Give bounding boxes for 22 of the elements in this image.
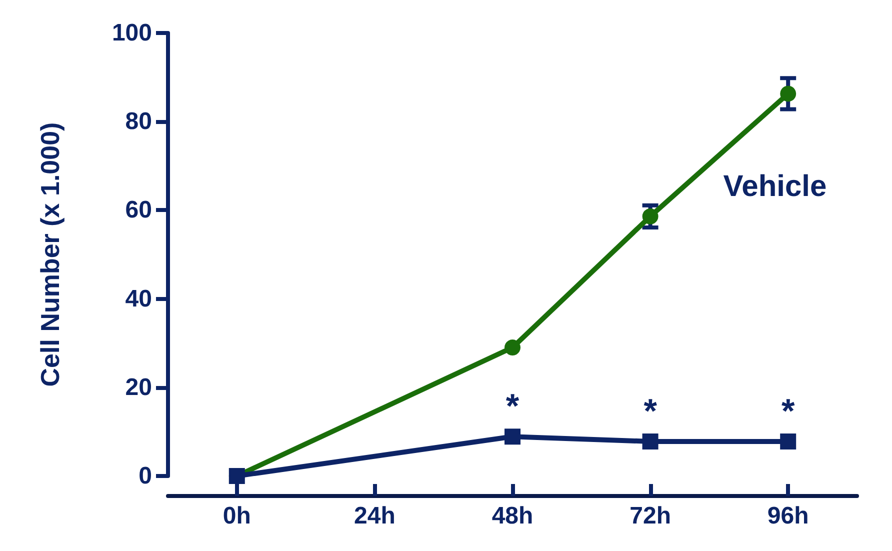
- point: [642, 433, 658, 450]
- x-tick-label: 24h: [354, 502, 396, 530]
- annotation: *: [781, 392, 796, 430]
- series-label: Vehicle: [723, 170, 827, 203]
- y-tick-label: 80: [125, 108, 152, 136]
- annotation: *: [644, 392, 658, 430]
- x-tick-label: 96h: [767, 502, 809, 530]
- y-tick-label: 60: [125, 196, 152, 224]
- point: [504, 428, 520, 445]
- x-tick-label: 72h: [630, 502, 671, 530]
- y-tick-label: 100: [112, 20, 152, 46]
- y-tick-label: 20: [125, 374, 152, 401]
- y-axis-title: Cell Number (x 1.000): [35, 122, 65, 387]
- point: [780, 433, 796, 450]
- x-tick-label: 0h: [222, 502, 251, 530]
- point: [642, 208, 658, 224]
- y-tick-label: 40: [125, 285, 152, 312]
- annotation: *: [506, 388, 520, 426]
- point: [780, 86, 796, 102]
- x-tick-label: 48h: [492, 502, 534, 530]
- y-tick-label: 0: [138, 462, 152, 490]
- point: [504, 340, 520, 356]
